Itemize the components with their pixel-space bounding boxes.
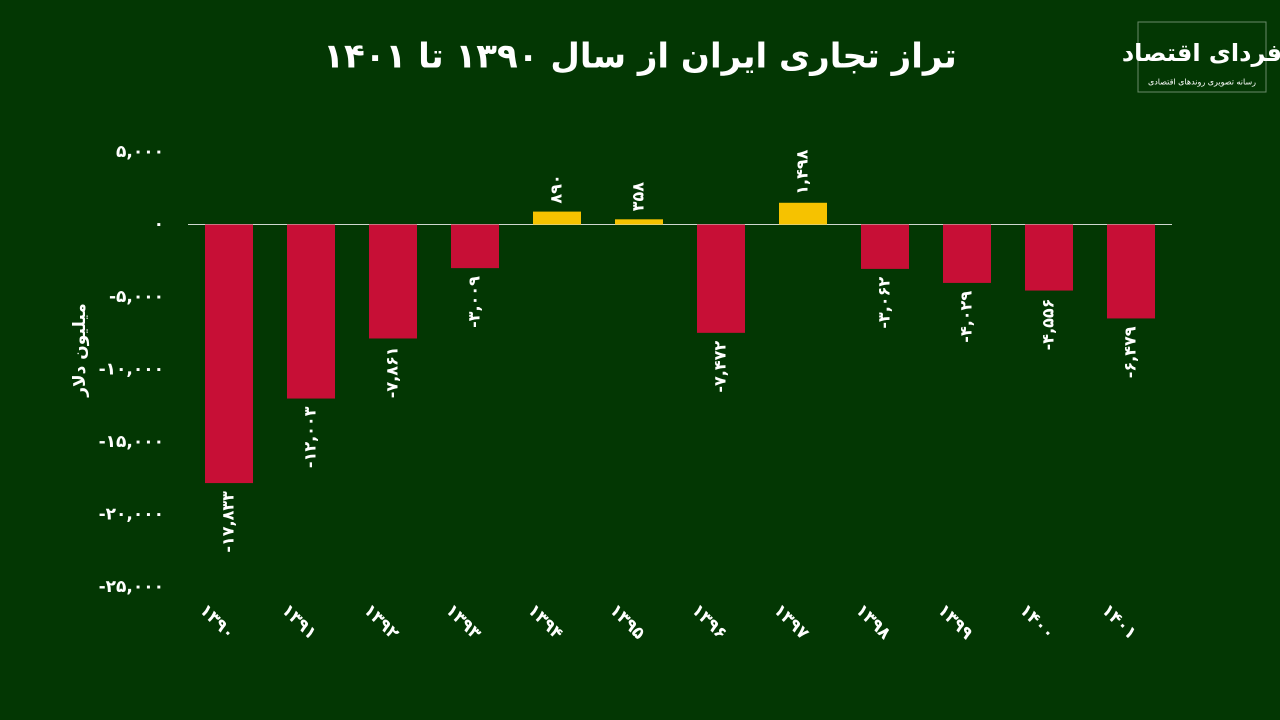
y-tick-label: -۲۰,۰۰۰ xyxy=(99,505,164,525)
bar xyxy=(779,202,827,225)
y-tick-label: -۱۵,۰۰۰ xyxy=(99,432,164,452)
bar xyxy=(287,224,335,399)
value-label: -۳,۰۰۹ xyxy=(465,276,484,328)
y-tick-label: -۱۰,۰۰۰ xyxy=(99,360,164,380)
bar xyxy=(861,224,909,269)
value-label: ۳۵۸ xyxy=(629,182,648,212)
value-label: -۱۲,۰۰۳ xyxy=(301,406,320,468)
bar xyxy=(615,219,663,225)
y-tick-label: ۰ xyxy=(154,215,164,235)
logo-subtitle: رسانه تصویری روندهای اقتصادی xyxy=(1148,78,1256,87)
chart-title: تراز تجاری ایران از سال ۱۳۹۰ تا ۱۴۰۱ xyxy=(323,37,957,77)
bar xyxy=(205,224,253,484)
logo-box xyxy=(1137,21,1267,93)
bar xyxy=(533,211,581,225)
value-label: -۴,۵۵۶ xyxy=(1039,299,1058,351)
bar xyxy=(697,224,745,333)
logo-title: فردای اقتصاد xyxy=(1122,39,1280,67)
value-label: -۶,۴۷۹ xyxy=(1121,326,1140,378)
y-axis-label: میلیون دلار xyxy=(70,303,90,398)
value-label: -۷,۸۶۱ xyxy=(383,346,402,398)
bar xyxy=(1025,224,1073,291)
value-label: ۱,۴۹۸ xyxy=(793,149,812,194)
bar xyxy=(369,224,417,339)
y-tick-label: ۵,۰۰۰ xyxy=(116,142,164,162)
y-tick-label: -۵,۰۰۰ xyxy=(109,287,164,307)
bar xyxy=(1107,224,1155,319)
value-label: ۸۹۰ xyxy=(547,174,566,203)
value-label: -۷,۴۷۲ xyxy=(711,341,730,393)
bar xyxy=(943,224,991,283)
value-label: -۱۷,۸۳۳ xyxy=(219,491,238,553)
y-tick-label: -۲۵,۰۰۰ xyxy=(99,577,164,597)
value-label: -۳,۰۶۲ xyxy=(875,277,894,329)
value-label: -۴,۰۲۹ xyxy=(957,291,976,343)
bar xyxy=(451,224,499,269)
